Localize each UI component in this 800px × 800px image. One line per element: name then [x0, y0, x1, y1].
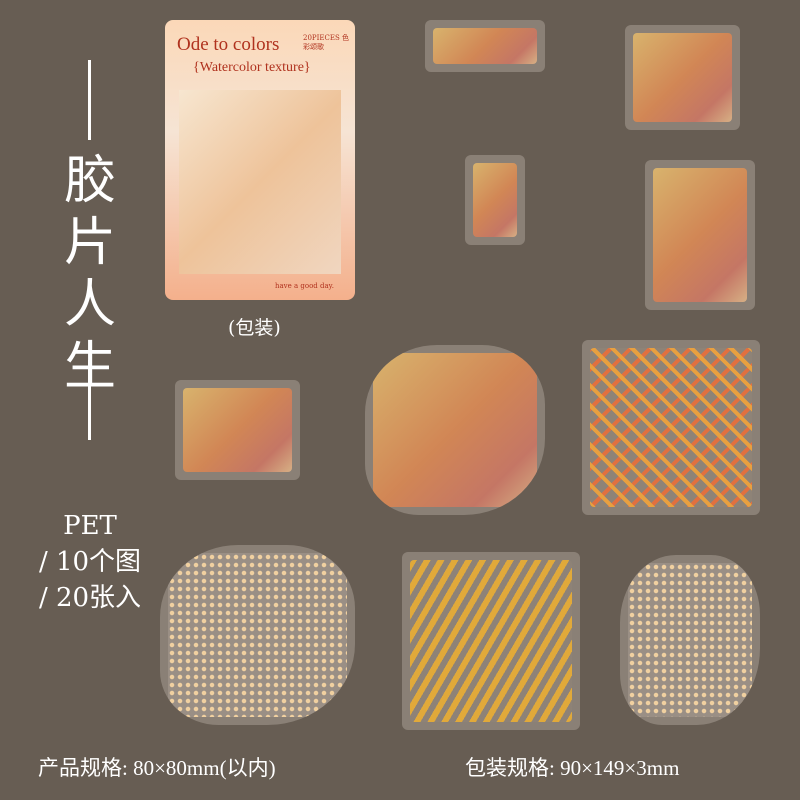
package-subtitle: {Watercolor texture} — [193, 60, 311, 75]
sticker-film-frame — [175, 380, 300, 480]
package-image: Ode to colors 20PIECES 色彩颂歌 {Watercolor … — [165, 20, 355, 300]
sticker-coffee — [625, 25, 740, 130]
sticker-dot-square — [620, 555, 760, 725]
package-spec: 包装规格: 90×149×3mm — [465, 756, 680, 780]
material: PET — [63, 511, 117, 541]
divider-top — [88, 60, 91, 140]
divider-bottom — [88, 360, 91, 440]
package-title: Ode to colors — [177, 34, 280, 55]
sticker-watercolor-splash — [365, 345, 545, 515]
sticker-dot-blob — [160, 545, 355, 725]
sticker-film-strip — [425, 20, 545, 72]
package-footer: have a good day. — [275, 282, 334, 290]
design-count: / 10个图 — [38, 547, 142, 577]
product-spec: 产品规格: 80×80mm(以内) — [38, 756, 276, 780]
package-pieces: 20PIECES 色彩颂歌 — [303, 34, 349, 51]
sticker-film-vertical — [465, 155, 525, 245]
product-specs: PET / 10个图 / 20张入 — [20, 508, 160, 616]
sticker-story — [645, 160, 755, 310]
sheet-count: / 20张入 — [38, 583, 142, 613]
package-window — [179, 90, 341, 274]
sticker-diagonal-strokes — [402, 552, 580, 730]
package-label: (包装) — [228, 317, 281, 339]
sticker-crosshatch — [582, 340, 760, 515]
product-title: 胶片人生 — [63, 151, 116, 397]
